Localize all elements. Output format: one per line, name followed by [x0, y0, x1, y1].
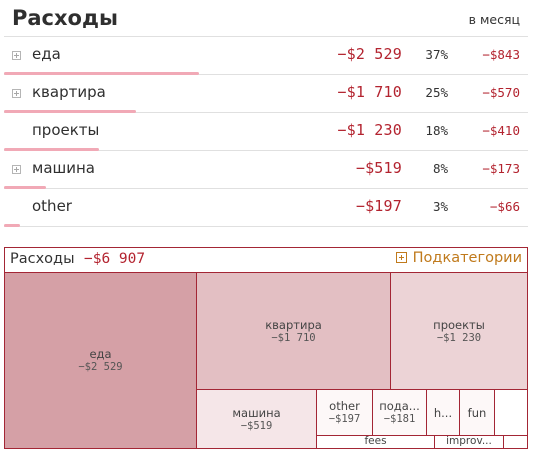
expense-label: other	[32, 197, 72, 215]
cell-amount: −$519	[240, 419, 273, 432]
treemap-cell-poda[interactable]: пода... −$181	[372, 389, 427, 436]
cell-amount: −$1 230	[436, 331, 482, 344]
expense-monthly: −$410	[482, 123, 520, 138]
treemap-cell-small[interactable]	[494, 389, 528, 436]
cell-name: fun	[467, 405, 487, 420]
expense-label: проекты	[32, 121, 100, 139]
treemap-title: Расходы	[10, 251, 75, 267]
cell-name: пода...	[379, 399, 420, 413]
treemap-cell-h[interactable]: h...	[426, 389, 460, 436]
treemap-cell-fun[interactable]: fun	[459, 389, 495, 436]
expense-percent: 18%	[425, 123, 448, 138]
cell-amount: −$181	[383, 413, 416, 425]
share-bar	[4, 224, 20, 227]
plus-box-icon	[395, 252, 407, 263]
subcategories-toggle[interactable]: Подкатегории	[395, 250, 522, 266]
cell-amount: −$197	[328, 413, 361, 425]
treemap-cell-proekty[interactable]: проекты −$1 230	[390, 272, 528, 390]
cell-name: h...	[433, 405, 453, 420]
expense-percent: 8%	[432, 161, 448, 176]
subcategories-label: Подкатегории	[412, 250, 522, 266]
expense-monthly: −$843	[482, 47, 520, 62]
expand-icon[interactable]	[12, 51, 21, 60]
share-bar	[4, 110, 136, 113]
expense-amount: −$1 230	[337, 121, 402, 139]
expense-row-mashina[interactable]: машина −$519 8% −$173	[4, 151, 528, 189]
expense-label: еда	[32, 45, 61, 63]
expense-percent: 37%	[425, 47, 448, 62]
treemap-cell-improv[interactable]: improv...	[434, 435, 504, 449]
share-bar	[4, 186, 46, 189]
expense-amount: −$2 529	[337, 45, 402, 63]
cell-name: машина	[232, 405, 281, 420]
expense-label: машина	[32, 159, 95, 177]
expand-icon[interactable]	[12, 89, 21, 98]
share-bar	[4, 148, 99, 151]
expense-monthly: −$66	[489, 199, 520, 214]
treemap-cell-fees[interactable]: fees	[316, 435, 435, 449]
treemap-total: −$6 907	[84, 251, 146, 267]
cell-name: fees	[364, 435, 387, 447]
treemap-cell-tiny[interactable]	[503, 435, 528, 449]
cell-name: еда	[89, 347, 112, 361]
expense-percent: 3%	[432, 199, 448, 214]
cell-amount: −$2 529	[78, 361, 123, 373]
expense-list: еда −$2 529 37% −$843 квартира −$1 710 2…	[4, 36, 528, 227]
share-bar	[4, 72, 199, 75]
cell-name: other	[329, 399, 360, 413]
expense-monthly: −$570	[482, 85, 520, 100]
page-title: Расходы	[12, 6, 118, 30]
treemap-cell-eda[interactable]: еда −$2 529	[4, 272, 197, 449]
treemap-cell-kvartira[interactable]: квартира −$1 710	[196, 272, 391, 390]
expense-amount: −$519	[355, 159, 402, 177]
period-label: в месяц	[468, 12, 520, 27]
treemap-header: Расходы −$6 907 Подкатегории	[5, 248, 527, 273]
treemap-panel: Расходы −$6 907 Подкатегории еда −$2 529…	[4, 247, 528, 449]
expense-amount: −$1 710	[337, 83, 402, 101]
treemap-cell-mashina[interactable]: машина −$519	[196, 389, 317, 449]
expense-amount: −$197	[355, 197, 402, 215]
expense-row-other[interactable]: other −$197 3% −$66	[4, 189, 528, 227]
expand-icon[interactable]	[12, 165, 21, 174]
cell-amount: −$1 710	[271, 331, 316, 344]
treemap-cell-other[interactable]: other −$197	[316, 389, 373, 436]
expense-monthly: −$173	[482, 161, 520, 176]
expense-label: квартира	[32, 83, 106, 101]
cell-name: improv...	[446, 435, 492, 447]
cell-name: проекты	[433, 317, 485, 332]
expense-percent: 25%	[425, 85, 448, 100]
expense-row-eda[interactable]: еда −$2 529 37% −$843	[4, 36, 528, 75]
expense-row-proekty[interactable]: проекты −$1 230 18% −$410	[4, 113, 528, 151]
expense-row-kvartira[interactable]: квартира −$1 710 25% −$570	[4, 75, 528, 113]
cell-name: квартира	[265, 317, 322, 332]
